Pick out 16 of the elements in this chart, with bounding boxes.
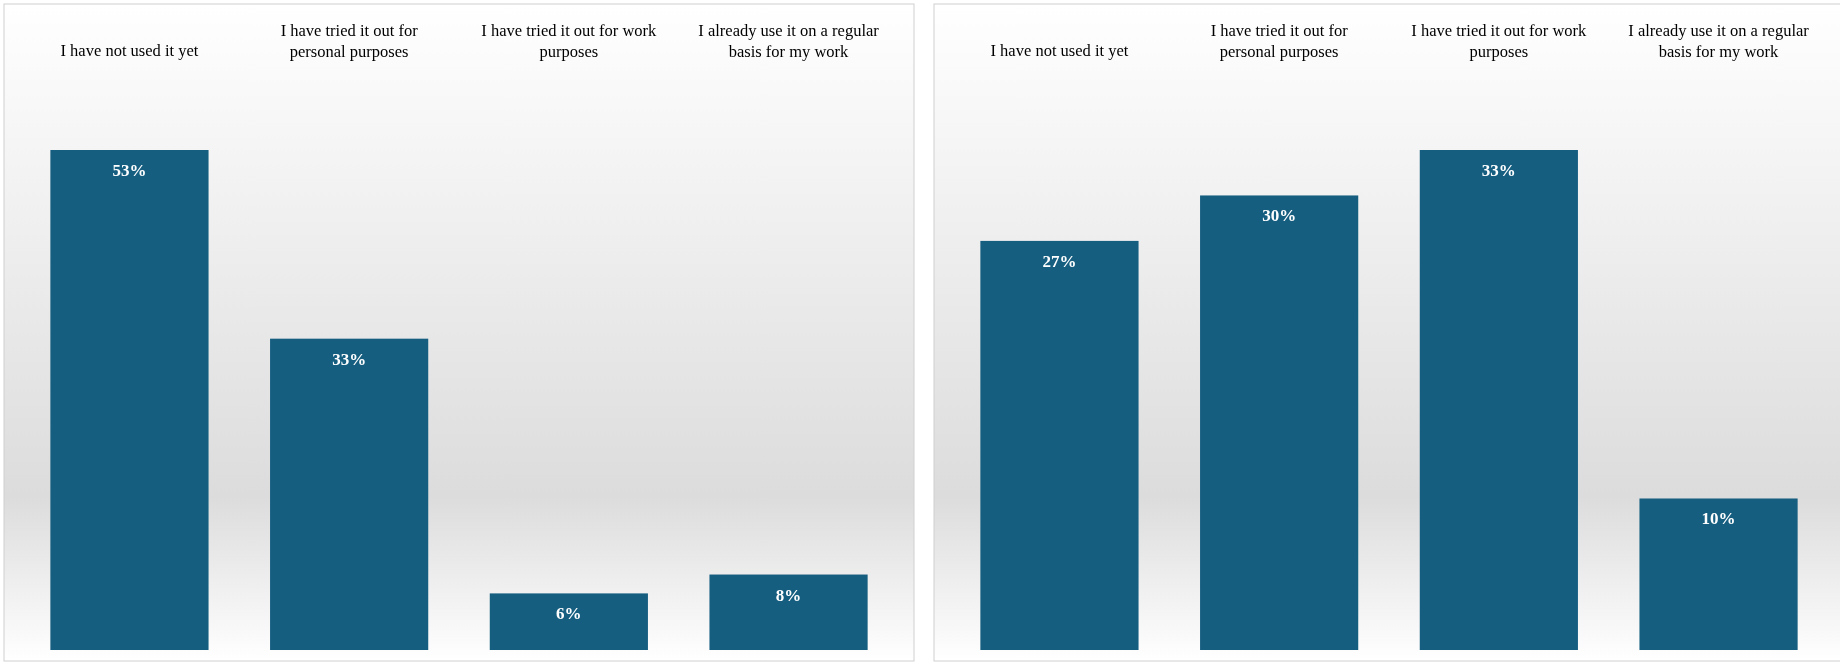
data-label: 8%: [775, 585, 802, 605]
data-label: 6%: [556, 604, 582, 624]
x-tick-label: I have tried it out for work purposes: [481, 21, 658, 61]
data-label: 33%: [332, 349, 367, 369]
x-tick-label: I already use it on a regular basis for my work: [1628, 21, 1810, 61]
x-tick-label: I have not used it yet: [990, 41, 1129, 60]
data-label: 27%: [1042, 251, 1077, 271]
data-label: 53%: [112, 161, 147, 180]
data-label: 10%: [1701, 509, 1736, 529]
x-tick-label: I have tried it out for personal purposes: [1210, 21, 1349, 61]
x-tick-label: I have not used it yet: [60, 41, 199, 60]
x-tick-label: I already use it on a regular basis for my work: [698, 21, 880, 61]
data-label: 30%: [1262, 206, 1297, 226]
x-tick-label: I have tried it out for work purposes: [1411, 21, 1588, 61]
x-tick-label: I have tried it out for personal purposes: [280, 21, 419, 61]
data-label: 33%: [1481, 161, 1516, 180]
